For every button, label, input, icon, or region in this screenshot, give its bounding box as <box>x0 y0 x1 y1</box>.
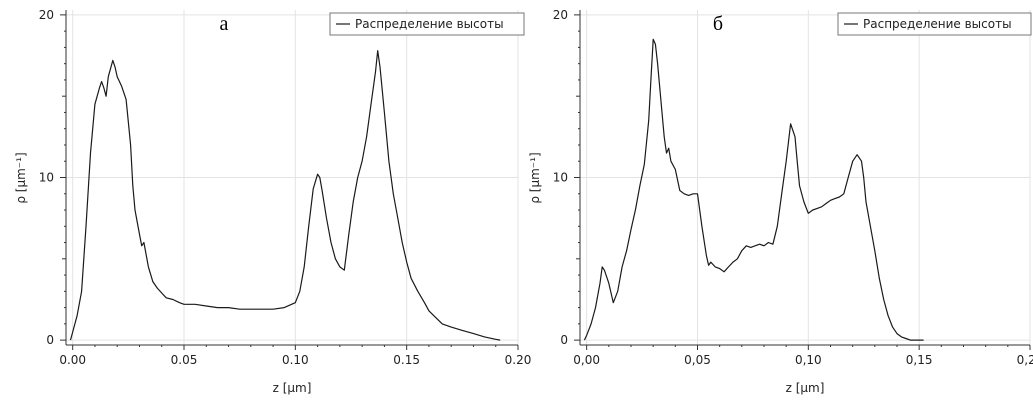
x-tick-label: 0.20 <box>505 353 532 367</box>
x-tick-label: 0,05 <box>684 353 711 367</box>
y-tick-label: 10 <box>39 171 54 185</box>
x-tick-label: 0.10 <box>282 353 309 367</box>
x-axis-label: z [µm] <box>786 381 825 395</box>
y-tick-label: 0 <box>46 333 54 347</box>
y-tick-label: 0 <box>560 333 568 347</box>
y-axis-label: ρ [µm⁻¹] <box>14 152 28 203</box>
legend-entry: Распределение высоты <box>863 17 1012 31</box>
x-tick-label: 0,15 <box>906 353 933 367</box>
legend: Распределение высоты <box>837 12 1032 36</box>
legend: Распределение высоты <box>329 12 525 36</box>
x-tick-label: 0.00 <box>59 353 86 367</box>
series-line <box>583 38 924 341</box>
legend-box <box>837 12 1032 36</box>
legend-entry: Распределение высоты <box>355 17 504 31</box>
x-tick-label: 0,10 <box>795 353 822 367</box>
x-axis-label: z [µm] <box>273 381 312 395</box>
y-axis-label: ρ [µm⁻¹] <box>528 152 542 203</box>
x-tick-label: 0,20 <box>1017 353 1033 367</box>
chart-panel-a: 0.00 0.05 0.10 0.15 0.20 0 10 20 z [µm] ρ [µm⁻¹] а… <box>14 8 531 395</box>
x-tick-label: 0,00 <box>573 353 600 367</box>
x-tick-label: 0.05 <box>171 353 198 367</box>
panel-letter: а <box>220 13 229 35</box>
y-tick-label: 10 <box>553 171 568 185</box>
x-tick-label: 0.15 <box>393 353 420 367</box>
legend-box <box>329 12 525 36</box>
chart-panel-b: 0,00 0,05 0,10 0,15 0,20 0 10 20 z [µm] ρ [µm⁻¹] б… <box>528 8 1033 395</box>
y-tick-label: 20 <box>39 8 54 22</box>
y-tick-label: 20 <box>553 8 568 22</box>
series-line <box>69 50 501 341</box>
panel-letter: б <box>713 13 723 35</box>
